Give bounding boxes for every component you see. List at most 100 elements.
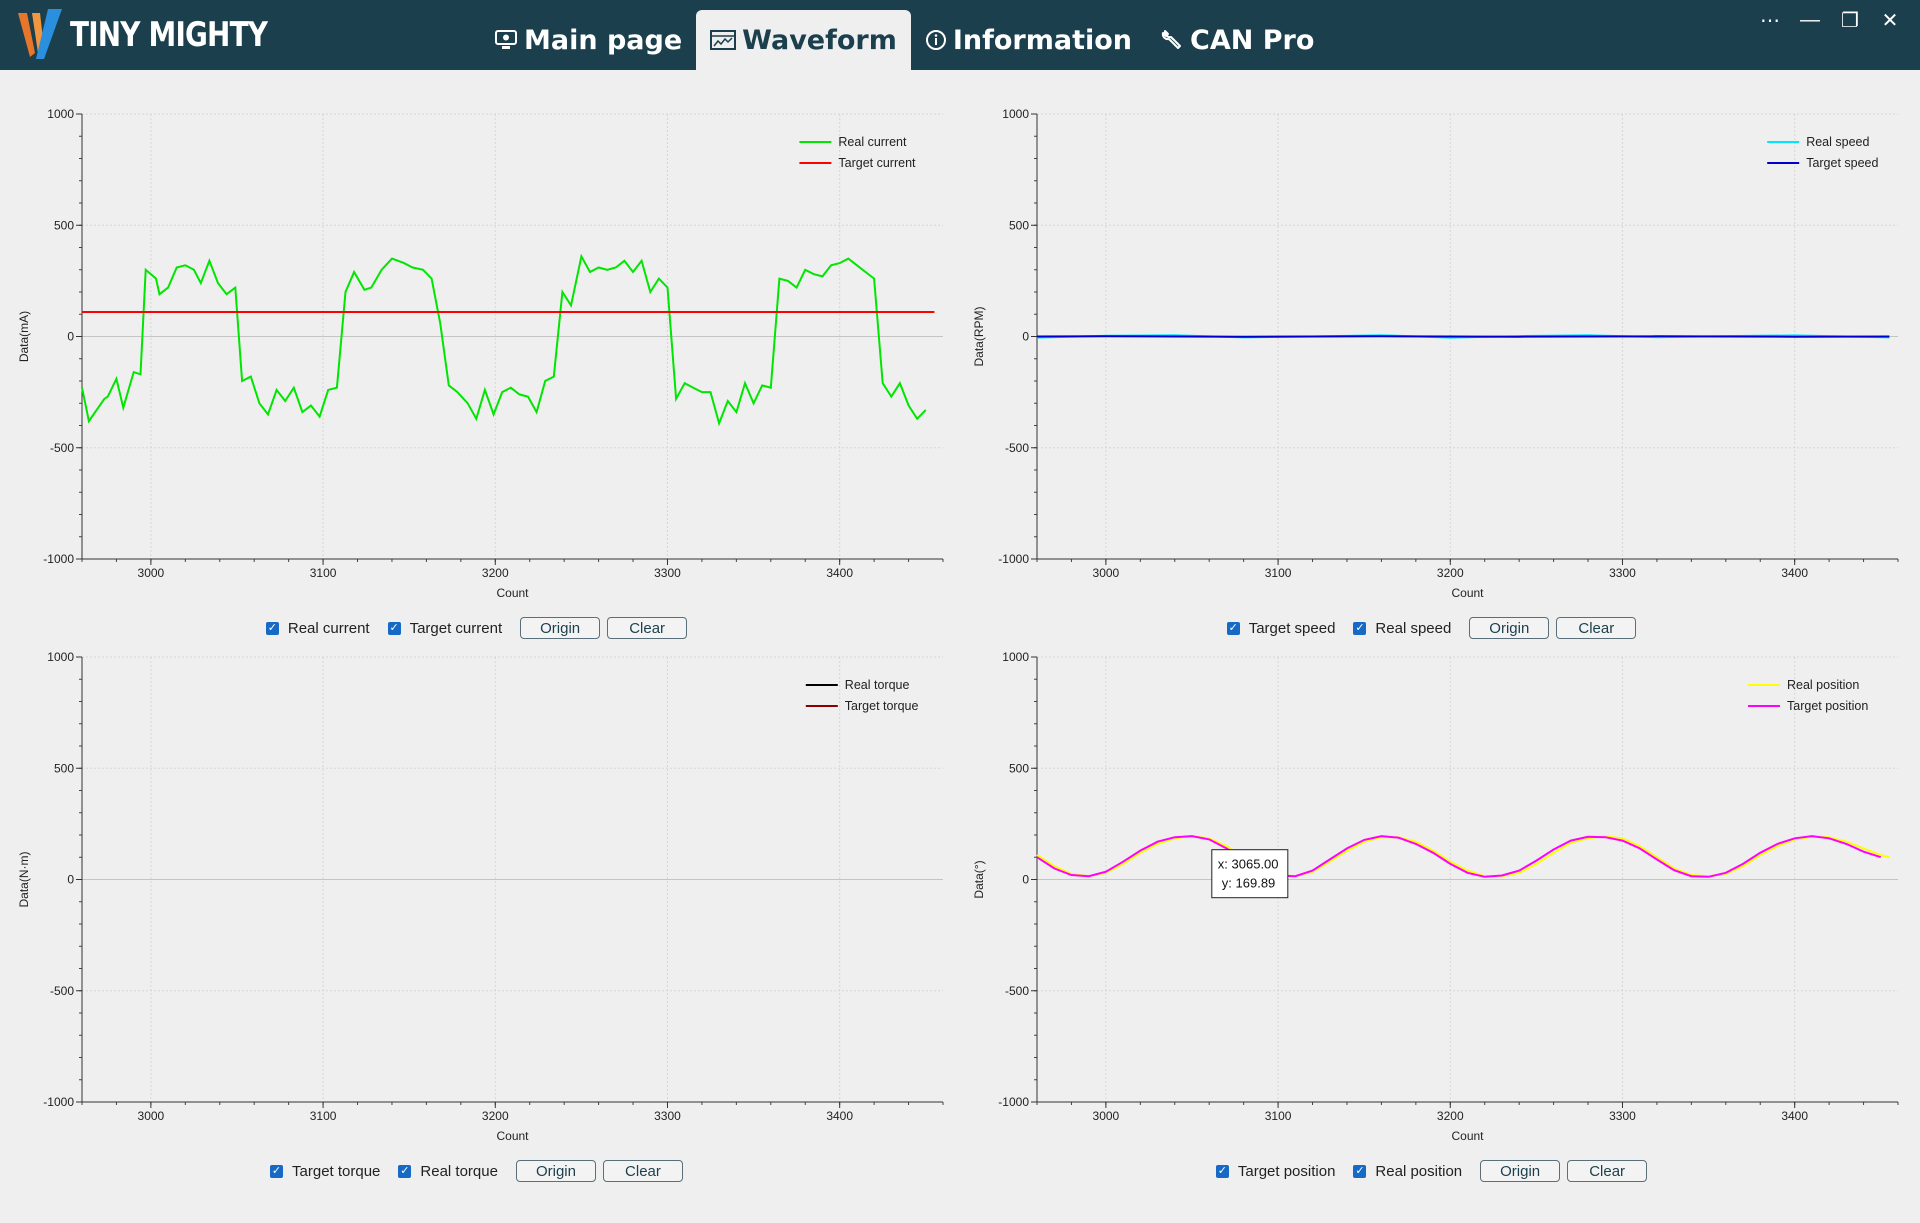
y-tick-label: 0: [1022, 330, 1029, 344]
legend-label: Target torque: [845, 699, 919, 713]
legend-label: Target speed: [1806, 156, 1878, 170]
target-torque-checkbox-label: Target torque: [292, 1163, 380, 1180]
brand-name: TINY MIGHTY: [70, 15, 267, 55]
tooltip-x: x: 3065.00: [1218, 857, 1279, 872]
y-tick-label: -1000: [43, 552, 74, 566]
torque-clear-button[interactable]: Clear: [603, 1160, 683, 1182]
more-icon[interactable]: ⋯: [1750, 6, 1790, 34]
info-icon: [925, 29, 947, 51]
legend-label: Target position: [1787, 699, 1868, 713]
x-tick-label: 3400: [826, 1109, 853, 1123]
tab-can-pro-label: CAN Pro: [1190, 25, 1314, 56]
x-tick-label: 3300: [1609, 566, 1636, 580]
x-tick-label: 3300: [1609, 1109, 1636, 1123]
current-panel: 3000 3100 3200 3300 3400 -1000 -500 0 500 1000 Cou…: [0, 70, 960, 680]
real-torque-checkbox-label: Real torque: [420, 1163, 498, 1180]
wrench-icon: [1160, 28, 1184, 52]
close-icon[interactable]: ✕: [1870, 6, 1910, 34]
tab-information-label: Information: [953, 25, 1132, 56]
y-tick-label: -500: [1005, 984, 1029, 998]
y-tick-label: -500: [50, 984, 74, 998]
current-chart: 3000 3100 3200 3300 3400 -1000 -500 0 500 1000 Cou…: [0, 70, 960, 610]
series-line: [82, 256, 926, 423]
x-axis-label: Count: [1451, 1129, 1484, 1143]
legend-label: Target current: [838, 156, 916, 170]
real-position-checkbox[interactable]: ✓ Real position: [1353, 1163, 1462, 1180]
x-tick-label: 3100: [1265, 566, 1292, 580]
y-tick-label: -500: [1005, 441, 1029, 455]
y-axis-label: Data(N·m): [17, 851, 31, 907]
x-tick-label: 3000: [138, 1109, 165, 1123]
tab-information[interactable]: Information: [911, 10, 1146, 70]
checkbox-check-icon: ✓: [270, 1165, 283, 1178]
x-tick-label: 3400: [1781, 1109, 1808, 1123]
tab-main-page-label: Main page: [524, 25, 682, 56]
y-tick-label: 0: [67, 330, 74, 344]
speed-panel: 3000 3100 3200 3300 3400 -1000 -500 0 500 1000 Cou…: [955, 70, 1915, 680]
x-tick-label: 3200: [482, 1109, 509, 1123]
y-tick-label: 1000: [1002, 107, 1029, 121]
real-torque-checkbox[interactable]: ✓ Real torque: [398, 1163, 498, 1180]
x-axis-label: Count: [496, 1129, 529, 1143]
y-tick-label: 500: [54, 761, 74, 775]
data-tooltip: x: 3065.00 y: 169.89: [1212, 850, 1288, 898]
position-clear-button[interactable]: Clear: [1567, 1160, 1647, 1182]
y-tick-label: 500: [1009, 218, 1029, 232]
target-torque-checkbox[interactable]: ✓ Target torque: [270, 1163, 380, 1180]
y-tick-label: 500: [54, 218, 74, 232]
x-tick-label: 3100: [310, 1109, 337, 1123]
y-tick-label: 1000: [1002, 650, 1029, 664]
waveform-icon: [710, 29, 736, 51]
x-tick-label: 3400: [1781, 566, 1808, 580]
torque-controls: ✓ Target torque ✓ Real torque Origin Clear: [0, 1156, 960, 1186]
torque-chart: 3000 3100 3200 3300 3400 -1000 -500 0 500 1000 Cou…: [0, 613, 960, 1153]
legend-label: Real torque: [845, 678, 910, 692]
y-axis-label: Data(°): [972, 860, 986, 898]
target-position-checkbox-label: Target position: [1238, 1163, 1336, 1180]
x-axis-label: Count: [1451, 586, 1484, 600]
x-tick-label: 3200: [1437, 566, 1464, 580]
y-tick-label: 0: [67, 873, 74, 887]
x-tick-label: 3000: [138, 566, 165, 580]
x-tick-label: 3000: [1093, 1109, 1120, 1123]
tm-logo-icon: [18, 9, 64, 61]
title-bar: TINY MIGHTY Main page Waveform Informati…: [0, 0, 1920, 70]
real-position-checkbox-label: Real position: [1375, 1163, 1462, 1180]
speed-chart: 3000 3100 3200 3300 3400 -1000 -500 0 500 1000 Cou…: [955, 70, 1915, 610]
target-position-checkbox[interactable]: ✓ Target position: [1216, 1163, 1336, 1180]
position-origin-button[interactable]: Origin: [1480, 1160, 1560, 1182]
position-controls: ✓ Target position ✓ Real position Origin C…: [955, 1156, 1915, 1186]
checkbox-check-icon: ✓: [398, 1165, 411, 1178]
tab-waveform[interactable]: Waveform: [696, 10, 911, 70]
monitor-icon: [494, 29, 518, 51]
main-tabs: Main page Waveform Information CAN Pro: [480, 10, 1328, 70]
y-tick-label: 500: [1009, 761, 1029, 775]
checkbox-check-icon: ✓: [1216, 1165, 1229, 1178]
x-tick-label: 3300: [654, 1109, 681, 1123]
tooltip-y: y: 169.89: [1222, 876, 1276, 891]
y-tick-label: 1000: [47, 650, 74, 664]
restore-icon[interactable]: ❐: [1830, 6, 1870, 34]
x-tick-label: 3400: [826, 566, 853, 580]
minimize-icon[interactable]: —: [1790, 6, 1830, 34]
y-tick-label: 1000: [47, 107, 74, 121]
tab-waveform-label: Waveform: [742, 25, 897, 56]
tab-main-page[interactable]: Main page: [480, 10, 696, 70]
y-tick-label: 0: [1022, 873, 1029, 887]
y-tick-label: -1000: [43, 1095, 74, 1109]
x-tick-label: 3300: [654, 566, 681, 580]
torque-origin-button[interactable]: Origin: [516, 1160, 596, 1182]
x-tick-label: 3000: [1093, 566, 1120, 580]
x-axis-label: Count: [496, 586, 529, 600]
y-tick-label: -500: [50, 441, 74, 455]
torque-panel: 3000 3100 3200 3300 3400 -1000 -500 0 500 1000 Cou…: [0, 613, 960, 1223]
x-tick-label: 3200: [482, 566, 509, 580]
legend-label: Real current: [838, 135, 907, 149]
checkbox-check-icon: ✓: [1353, 1165, 1366, 1178]
window-controls: ⋯ — ❐ ✕: [1750, 6, 1910, 34]
x-tick-label: 3100: [310, 566, 337, 580]
tab-can-pro[interactable]: CAN Pro: [1146, 10, 1328, 70]
y-tick-label: -1000: [998, 552, 1029, 566]
